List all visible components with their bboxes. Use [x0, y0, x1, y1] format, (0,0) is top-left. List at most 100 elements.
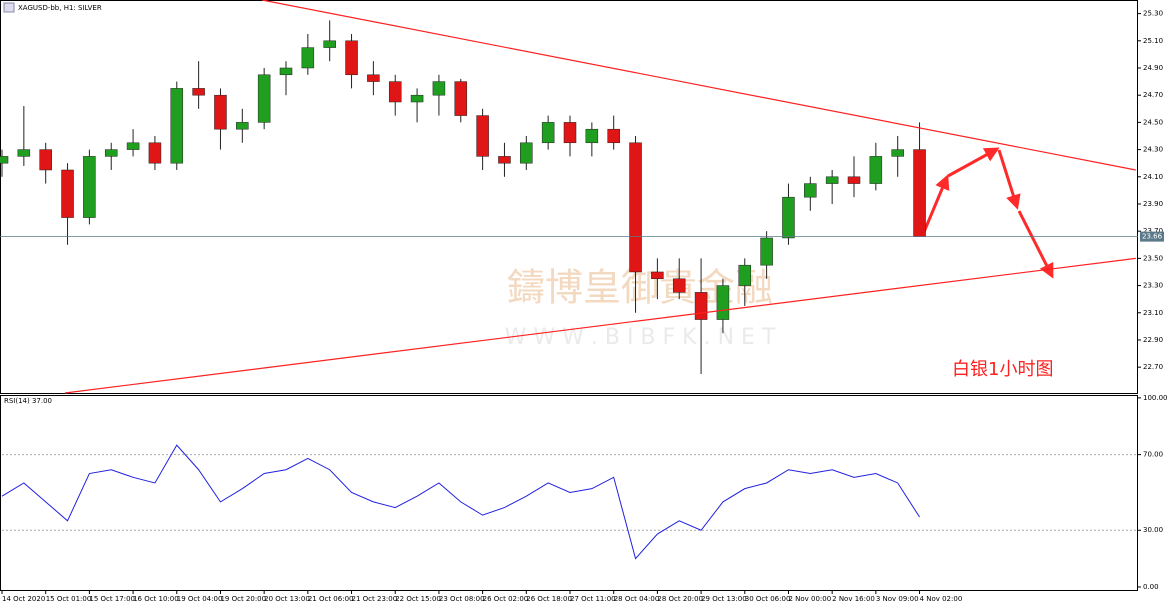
candle-body [432, 81, 446, 96]
candle-body [323, 40, 336, 48]
y-tick-label: 24.30 [1143, 146, 1163, 154]
annotation: 白银1小时图 [952, 359, 1053, 380]
candle-body [345, 40, 358, 76]
watermark-url: W W W . B I B F K . N E T [505, 325, 776, 350]
y-tick-label: 0.00 [1143, 583, 1159, 591]
x-tick-label: 14 Oct 2020 [2, 595, 45, 603]
last-price-label: 23.66 [1142, 233, 1163, 241]
candle-body [804, 183, 817, 198]
candle-body [17, 149, 31, 157]
x-tick-label: 28 Oct 04:00 [614, 595, 660, 603]
candle-body [170, 88, 184, 164]
rsi-panel [0, 395, 1138, 591]
candle-body [651, 271, 664, 280]
x-tick-label: 15 Oct 01:00 [46, 595, 92, 603]
x-tick-label: 4 Nov 02:00 [920, 595, 963, 603]
candle-body [498, 156, 511, 164]
candle-body [236, 122, 249, 130]
x-tick-label: 23 Oct 08:00 [439, 595, 485, 603]
candle-body [39, 149, 52, 171]
candle-body [126, 142, 140, 150]
y-tick-label: 25.30 [1143, 10, 1163, 18]
candle-body [738, 264, 752, 286]
y-tick-label: 22.90 [1143, 336, 1163, 344]
rsi-line [1, 444, 920, 560]
watermark: 鑄博皇御貴金融 W W W . B I B F K . N E T [505, 266, 776, 351]
x-tick-label: 27 Oct 11:00 [570, 595, 616, 603]
x-tick-label: 2 Nov 16:00 [832, 595, 875, 603]
candle-body [847, 176, 861, 184]
candle-body [913, 149, 926, 237]
chart-title: XAGUSD-bb, H1: SILVER [18, 4, 102, 12]
x-tick-label: 26 Oct 02:00 [483, 595, 529, 603]
x-tick-label: 15 Oct 17:00 [89, 595, 135, 603]
last-price-box [1140, 231, 1164, 242]
arrow [922, 174, 950, 233]
trendline [64, 257, 1136, 394]
x-tick-label: 21 Oct 23:00 [352, 595, 398, 603]
candle-body [891, 149, 904, 157]
x-tick-label: 3 Nov 09:00 [876, 595, 919, 603]
candle-body [825, 176, 839, 184]
candle-body [869, 156, 883, 184]
candle-body [782, 196, 795, 239]
x-tick-label: 20 Oct 13:00 [264, 595, 310, 603]
x-tick-label: 26 Oct 18:00 [526, 595, 572, 603]
arrows [922, 147, 1054, 279]
y-tick-label: 23.70 [1143, 227, 1163, 235]
candle-body [148, 142, 162, 164]
candle-body [563, 122, 577, 144]
x-tick-label: 28 Oct 20:00 [657, 595, 703, 603]
candle-body [541, 122, 555, 144]
y-tick-label: 23.90 [1143, 200, 1163, 208]
candle-body [61, 169, 74, 218]
candle-body [367, 74, 380, 82]
y-tick-label: 24.50 [1143, 118, 1163, 126]
arrow [997, 149, 1021, 210]
trendline [261, 0, 1136, 171]
rsi-title: RSI(14) 37.00 [4, 397, 52, 405]
x-tick-label: 29 Oct 13:00 [701, 595, 747, 603]
candle-body [476, 115, 489, 157]
arrow [947, 147, 1000, 178]
y-tick-label: 30.00 [1143, 526, 1163, 534]
candle-body [257, 74, 271, 123]
y-tick-label: 24.90 [1143, 64, 1163, 72]
candle-body [520, 142, 533, 164]
candle-body [388, 81, 402, 103]
x-tick-label: 19 Oct 04:00 [177, 595, 223, 603]
arrow [1017, 210, 1054, 279]
candle-body [694, 292, 708, 320]
candle-body [279, 67, 293, 76]
y-tick-label: 25.10 [1143, 37, 1163, 45]
candle-body [629, 142, 642, 273]
candle-body [83, 156, 96, 218]
y-tick-label: 23.50 [1143, 254, 1163, 262]
y-tick-label: 24.10 [1143, 173, 1163, 181]
candle-body [410, 94, 424, 103]
y-tick-label: 23.30 [1143, 282, 1163, 290]
x-tick-label: 30 Oct 06:00 [745, 595, 791, 603]
y-tick-label: 23.10 [1143, 309, 1163, 317]
price-panel [0, 0, 1138, 394]
y-tick-label: 70.00 [1143, 451, 1163, 459]
x-tick-label: 2 Nov 00:00 [788, 595, 831, 603]
y-tick-label: 22.70 [1143, 363, 1163, 371]
candle-body [0, 156, 9, 164]
candle-body [214, 94, 227, 130]
candle-body [716, 285, 730, 320]
x-tick-label: 19 Oct 20:00 [220, 595, 266, 603]
chart-icon [3, 2, 15, 13]
candle-body [760, 237, 773, 266]
y-tick-label: 24.70 [1143, 91, 1163, 99]
candle-body [607, 128, 620, 144]
candle-body [301, 47, 315, 69]
x-tick-label: 21 Oct 06:00 [308, 595, 354, 603]
candle-body [104, 149, 118, 157]
y-tick-label: 100.00 [1143, 394, 1168, 402]
candle-body [585, 128, 599, 144]
x-tick-label: 22 Oct 15:00 [395, 595, 441, 603]
candle-body [672, 278, 686, 293]
candle-body [454, 81, 468, 116]
